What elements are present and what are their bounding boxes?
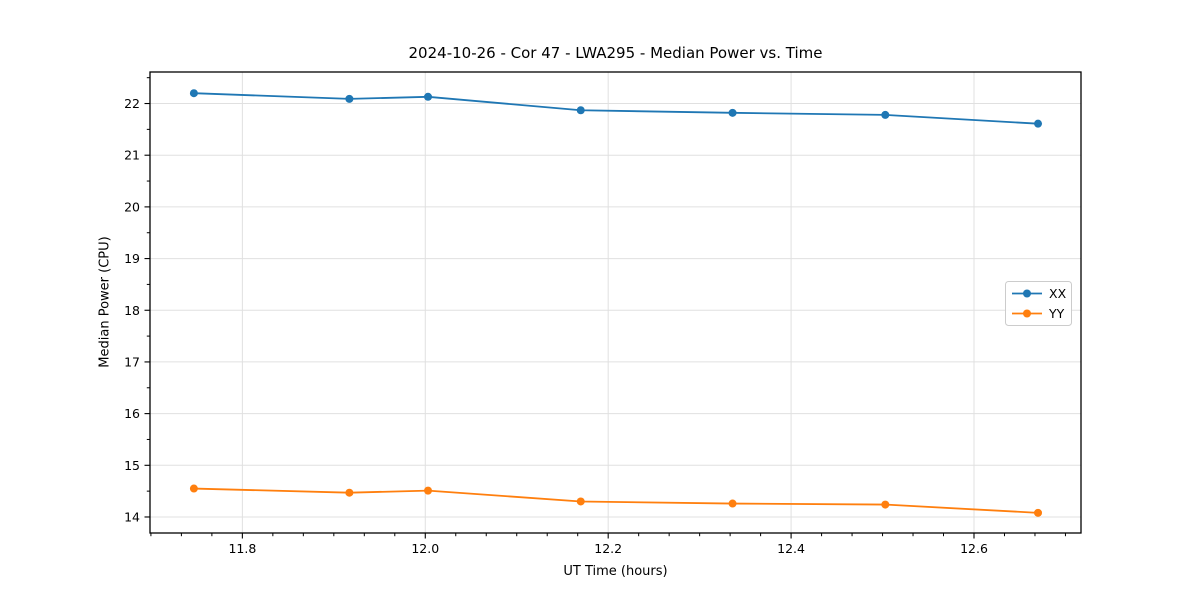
data-point-XX bbox=[189, 89, 198, 98]
y-tick-label: 14 bbox=[124, 509, 140, 524]
data-point-YY bbox=[728, 499, 737, 508]
data-point-YY bbox=[881, 500, 890, 509]
x-tick-label: 12.4 bbox=[777, 541, 805, 556]
legend-label-XX: XX bbox=[1049, 286, 1067, 301]
data-point-YY bbox=[424, 486, 433, 495]
y-tick-label: 18 bbox=[124, 303, 140, 318]
data-point-XX bbox=[1034, 119, 1043, 128]
x-axis-label: UT Time (hours) bbox=[563, 564, 668, 579]
series-line-YY bbox=[193, 487, 1039, 514]
data-point-YY bbox=[345, 488, 354, 497]
y-tick-label: 20 bbox=[124, 199, 140, 214]
data-point-XX bbox=[424, 92, 433, 101]
x-tick-label: 12.6 bbox=[960, 541, 988, 556]
data-point-YY bbox=[189, 484, 198, 493]
legend-marker-YY bbox=[1023, 309, 1031, 318]
y-tick-label: 19 bbox=[124, 251, 140, 266]
legend-box bbox=[1005, 281, 1072, 326]
y-tick-label: 22 bbox=[124, 96, 140, 111]
x-tick-label: 11.8 bbox=[228, 541, 256, 556]
chart-title: 2024-10-26 - Cor 47 - LWA295 - Median Po… bbox=[408, 44, 823, 62]
x-tick-label: 12.2 bbox=[594, 541, 622, 556]
legend-label-YY: YY bbox=[1048, 306, 1065, 321]
y-tick-label: 15 bbox=[124, 458, 140, 473]
legend-marker-XX bbox=[1023, 289, 1031, 298]
y-tick-label: 21 bbox=[124, 148, 140, 163]
data-point-XX bbox=[576, 106, 585, 115]
y-tick-label: 16 bbox=[124, 406, 140, 421]
data-point-XX bbox=[728, 108, 737, 117]
x-tick-label: 12.0 bbox=[411, 541, 439, 556]
data-point-YY bbox=[1034, 508, 1043, 517]
y-tick-label: 17 bbox=[124, 354, 140, 369]
data-point-XX bbox=[345, 94, 354, 103]
data-point-YY bbox=[576, 497, 585, 506]
data-point-XX bbox=[881, 110, 890, 119]
series-line-XX bbox=[193, 92, 1039, 125]
plot-border bbox=[149, 71, 1082, 534]
